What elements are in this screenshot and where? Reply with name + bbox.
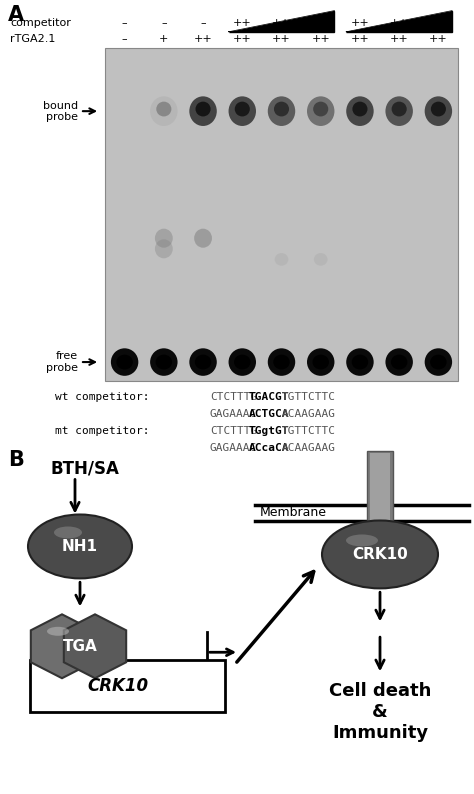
Text: wt competitor:: wt competitor:	[55, 391, 149, 402]
Ellipse shape	[234, 355, 251, 369]
Ellipse shape	[322, 521, 438, 588]
Text: CRK10: CRK10	[352, 547, 408, 562]
Ellipse shape	[273, 355, 290, 369]
Text: CTCTTTG: CTCTTTG	[210, 391, 257, 402]
Text: ++: ++	[429, 34, 448, 44]
Polygon shape	[64, 615, 126, 678]
Ellipse shape	[194, 229, 212, 248]
Text: GAGAAAC: GAGAAAC	[210, 409, 257, 418]
Text: ++: ++	[390, 34, 409, 44]
Polygon shape	[346, 10, 452, 32]
Ellipse shape	[228, 349, 256, 376]
Text: wt: wt	[316, 13, 329, 23]
Ellipse shape	[352, 355, 368, 369]
Text: ACTGCA: ACTGCA	[248, 409, 289, 418]
Ellipse shape	[150, 349, 178, 376]
Ellipse shape	[228, 96, 256, 126]
Text: ++: ++	[351, 18, 369, 29]
Text: ++: ++	[429, 18, 448, 29]
Ellipse shape	[352, 102, 367, 117]
FancyBboxPatch shape	[30, 661, 225, 712]
Text: –: –	[161, 18, 167, 29]
Text: ++: ++	[272, 18, 291, 29]
Bar	[370, 453, 390, 530]
Ellipse shape	[189, 349, 217, 376]
Ellipse shape	[431, 102, 446, 117]
Text: +: +	[159, 34, 169, 44]
Text: free
probe: free probe	[46, 352, 78, 373]
Text: mt: mt	[432, 13, 447, 23]
Ellipse shape	[425, 349, 452, 376]
Ellipse shape	[195, 102, 210, 117]
Ellipse shape	[155, 239, 173, 258]
Text: TGA: TGA	[63, 638, 97, 653]
Text: –: –	[200, 18, 206, 29]
Text: GAGAAAC: GAGAAAC	[210, 442, 257, 453]
Ellipse shape	[117, 355, 133, 369]
Text: TGACGT: TGACGT	[248, 391, 289, 402]
Text: rTGA2.1: rTGA2.1	[10, 34, 55, 44]
Ellipse shape	[385, 96, 413, 126]
Text: mt competitor:: mt competitor:	[55, 426, 149, 436]
Polygon shape	[31, 615, 93, 678]
Text: BTH/SA: BTH/SA	[51, 460, 119, 478]
Bar	[105, 48, 458, 381]
Ellipse shape	[425, 96, 452, 126]
Text: ++: ++	[351, 34, 369, 44]
Ellipse shape	[391, 355, 408, 369]
Text: CTCTTTG: CTCTTTG	[210, 426, 257, 436]
Ellipse shape	[307, 349, 335, 376]
Ellipse shape	[346, 96, 374, 126]
Ellipse shape	[156, 102, 172, 117]
Text: –: –	[122, 34, 128, 44]
Ellipse shape	[189, 96, 217, 126]
Text: ACAAGAAG: ACAAGAAG	[282, 409, 336, 418]
Ellipse shape	[385, 349, 413, 376]
Ellipse shape	[314, 253, 328, 266]
Text: TGTTCTTC: TGTTCTTC	[282, 426, 336, 436]
Text: Cell death
&
Immunity: Cell death & Immunity	[329, 682, 431, 742]
Text: ++: ++	[194, 34, 212, 44]
Text: ACAAGAAG: ACAAGAAG	[282, 442, 336, 453]
Ellipse shape	[28, 515, 132, 578]
Text: CRK10: CRK10	[87, 677, 148, 696]
Ellipse shape	[47, 626, 69, 636]
Bar	[367, 451, 393, 530]
Ellipse shape	[313, 102, 328, 117]
Text: NH1: NH1	[62, 539, 98, 554]
Text: ++: ++	[311, 18, 330, 29]
Ellipse shape	[274, 253, 288, 266]
Text: ++: ++	[233, 34, 252, 44]
Ellipse shape	[312, 355, 329, 369]
Ellipse shape	[268, 96, 295, 126]
Ellipse shape	[346, 534, 378, 546]
Ellipse shape	[111, 349, 138, 376]
Ellipse shape	[268, 349, 295, 376]
Text: ++: ++	[233, 18, 252, 29]
Text: A: A	[8, 6, 24, 25]
Ellipse shape	[150, 96, 178, 126]
Text: ++: ++	[272, 34, 291, 44]
Ellipse shape	[54, 526, 82, 538]
Text: B: B	[8, 449, 24, 469]
Text: Membrane: Membrane	[260, 506, 327, 519]
Ellipse shape	[155, 355, 172, 369]
Text: bound
probe: bound probe	[43, 101, 78, 122]
Ellipse shape	[392, 102, 407, 117]
Text: –: –	[122, 18, 128, 29]
Text: TGgtGT: TGgtGT	[248, 426, 289, 436]
Text: TGTTCTTC: TGTTCTTC	[282, 391, 336, 402]
Ellipse shape	[155, 229, 173, 248]
Ellipse shape	[195, 355, 211, 369]
Text: competitor: competitor	[10, 18, 71, 29]
Ellipse shape	[274, 102, 289, 117]
Text: ACcaCA: ACcaCA	[248, 442, 289, 453]
Ellipse shape	[235, 102, 250, 117]
Ellipse shape	[307, 96, 335, 126]
Polygon shape	[228, 10, 335, 32]
Text: ++: ++	[311, 34, 330, 44]
Text: ++: ++	[390, 18, 409, 29]
Ellipse shape	[430, 355, 447, 369]
Ellipse shape	[346, 349, 374, 376]
